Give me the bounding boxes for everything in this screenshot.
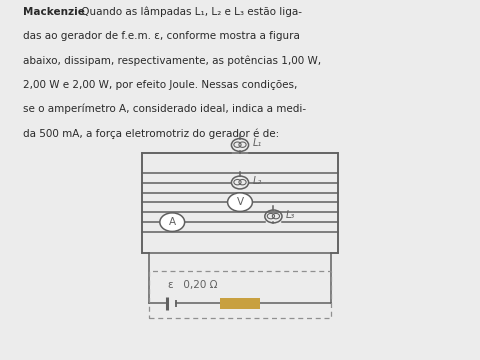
Text: Quando as lâmpadas L₁, L₂ e L₃ estão liga-: Quando as lâmpadas L₁, L₂ e L₃ estão lig… (78, 7, 302, 17)
Text: 2,00 W e 2,00 W, por efeito Joule. Nessas condições,: 2,00 W e 2,00 W, por efeito Joule. Nessa… (23, 80, 297, 90)
Text: abaixo, dissipam, respectivamente, as potências 1,00 W,: abaixo, dissipam, respectivamente, as po… (23, 55, 321, 66)
Text: Mackenzie: Mackenzie (23, 7, 85, 17)
Text: ε   0,20 Ω: ε 0,20 Ω (168, 280, 218, 291)
Text: L₁: L₁ (252, 138, 262, 148)
Text: A: A (168, 217, 176, 227)
Circle shape (160, 213, 185, 231)
Circle shape (228, 193, 252, 211)
Text: V: V (237, 197, 243, 207)
Text: se o amperímetro A, considerado ideal, indica a medi-: se o amperímetro A, considerado ideal, i… (23, 104, 306, 114)
Text: L₂: L₂ (252, 176, 262, 185)
Text: da 500 mA, a força eletromotriz do gerador é de:: da 500 mA, a força eletromotriz do gerad… (23, 128, 279, 139)
Bar (149, 271, 331, 318)
Bar (220, 298, 260, 309)
Text: L₃: L₃ (286, 210, 295, 220)
Bar (142, 153, 338, 253)
Text: das ao gerador de f.e.m. ε, conforme mostra a figura: das ao gerador de f.e.m. ε, conforme mos… (23, 31, 300, 41)
